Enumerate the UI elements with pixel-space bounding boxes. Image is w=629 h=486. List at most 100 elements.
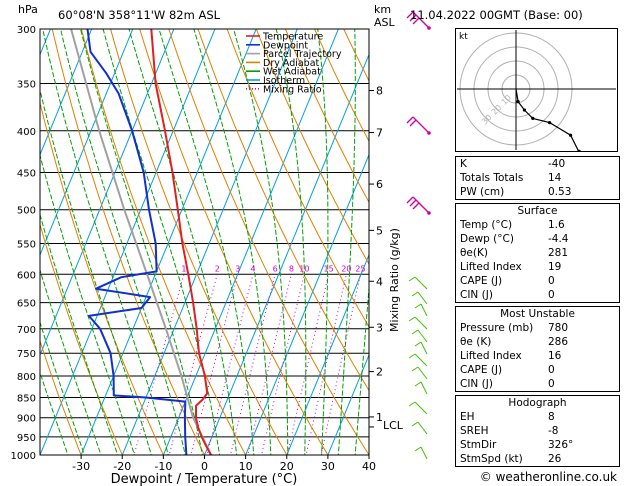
isotherm-line xyxy=(327,353,369,455)
surface-box: Surface Temp (°C) 1.6 Dewp (°C) -4.4 θe(K)… xyxy=(455,203,620,303)
parcel-trajectory-line xyxy=(70,29,213,455)
mu-row-pressure: Pressure (mb) 780 xyxy=(456,321,619,335)
surface-row-dewp: Dewp (°C) -4.4 xyxy=(456,232,619,246)
hodograph-unit: kt xyxy=(459,32,468,42)
surface-title: Surface xyxy=(517,205,558,217)
mixing-ratio-line xyxy=(247,274,292,455)
dry-adiabat-line xyxy=(447,5,455,473)
most-unstable-title: Most Unstable xyxy=(500,308,575,320)
skew-t-grid xyxy=(40,5,455,473)
wet-adiabat-line xyxy=(102,29,221,455)
wind-barb-flag xyxy=(406,196,414,204)
pressure-tick-label: 600 xyxy=(17,270,36,281)
height-tick-label: 8 xyxy=(376,85,383,98)
height-tick-label: 6 xyxy=(376,178,383,191)
height-unit-asl: ASL xyxy=(374,16,396,29)
wind-barb-flag xyxy=(411,291,419,297)
hodo-row-eh: EH 8 xyxy=(456,410,619,424)
wind-barbs xyxy=(406,11,431,460)
legend-entry: Temperature xyxy=(262,32,323,43)
index-label: Lifted Index xyxy=(460,261,522,273)
pressure-tick-label: 300 xyxy=(17,25,36,36)
index-value: 326° xyxy=(548,439,574,451)
hodograph-point xyxy=(576,149,582,152)
wind-barb-flag xyxy=(409,14,417,22)
skew-t-axes: 3003504004505005506006507007508008509009… xyxy=(11,25,383,473)
wind-barb-flag xyxy=(411,329,419,335)
mu-row-cin: CIN (J) 0 xyxy=(456,377,619,391)
legend-entry: Dewpoint xyxy=(263,40,308,51)
index-value: 0 xyxy=(548,364,555,376)
dry-adiabat-line xyxy=(51,29,206,455)
wind-barb-flag xyxy=(408,276,416,282)
index-value: 26 xyxy=(548,453,562,465)
index-label: StmDir xyxy=(460,439,497,451)
height-unit-km: km xyxy=(374,3,391,16)
wet-adiabat-line xyxy=(128,29,238,455)
dry-adiabat-line xyxy=(80,29,247,455)
legend-entry: Mixing Ratio xyxy=(263,84,322,95)
dry-adiabat-line xyxy=(110,29,288,455)
wind-barb xyxy=(414,353,428,367)
temperature-tick-label: -20 xyxy=(113,460,131,473)
mixing-ratio-line xyxy=(133,274,185,455)
dry-adiabat-line xyxy=(168,29,369,455)
index-value: -8 xyxy=(548,425,559,437)
wind-barb-flag xyxy=(414,303,422,309)
wind-barb xyxy=(417,366,428,380)
mixing-ratio-line xyxy=(286,274,330,455)
wind-barb xyxy=(420,303,428,317)
pressure-tick-label: 750 xyxy=(17,349,36,360)
wind-barb xyxy=(414,401,428,415)
height-tick-label: 2 xyxy=(376,366,383,379)
index-label: Temp (°C) xyxy=(460,219,513,231)
wind-barb xyxy=(417,421,428,435)
hodograph-point xyxy=(548,121,552,125)
hodograph-point xyxy=(569,133,573,137)
wind-barb xyxy=(417,329,428,343)
dry-adiabat-line xyxy=(40,339,82,455)
pressure-tick-label: 950 xyxy=(17,433,36,444)
wind-barb xyxy=(417,291,428,305)
temperature-tick-label: -30 xyxy=(72,460,90,473)
legend-entry: Wet Adiabat xyxy=(263,67,321,78)
dry-adiabat-line xyxy=(40,101,164,455)
pressure-tick-label: 400 xyxy=(17,127,36,138)
mixing-ratio-tick-label: 4 xyxy=(250,264,255,273)
wind-barb xyxy=(412,116,430,134)
wind-barb-dot xyxy=(427,211,431,215)
pressure-tick-label: 900 xyxy=(17,414,36,425)
skew-t-chart: 1 2 3 4 6 8 10 15 20 25 3003504004505005506006507… xyxy=(11,3,455,486)
index-label: EH xyxy=(460,411,475,423)
index-label: Pressure (mb) xyxy=(460,322,534,334)
dry-adiabat-line xyxy=(284,29,369,204)
mu-row-li: Lifted Index 16 xyxy=(456,349,619,363)
wind-barb-flag xyxy=(414,446,422,452)
temperature-tick-label: 30 xyxy=(321,460,335,473)
hodograph-point xyxy=(531,116,535,120)
dry-adiabat-line xyxy=(255,29,369,266)
isotherm-line xyxy=(80,29,257,455)
hodograph-frame xyxy=(455,28,618,152)
wind-barb xyxy=(414,316,428,330)
copyright-link[interactable]: © weatheronline.co.uk xyxy=(479,470,617,484)
index-label: K xyxy=(460,158,467,170)
legend-entry: Dry Adiabat xyxy=(263,58,320,69)
x-axis-label: Dewpoint / Temperature (°C) xyxy=(111,472,298,486)
index-value: 286 xyxy=(548,336,569,348)
dry-adiabat-line xyxy=(314,29,369,143)
hodograph-trace xyxy=(515,88,582,152)
indices-box: K -40 Totals Totals 14 PW (cm) 0.53 xyxy=(455,156,620,200)
height-tick-label: 7 xyxy=(376,127,383,140)
pressure-tick-label: 1000 xyxy=(11,451,36,462)
index-label: Lifted Index xyxy=(460,350,522,362)
index-value: 16 xyxy=(548,350,562,362)
most-unstable-box: Most Unstable Pressure (mb) 780 θe (K) 286… xyxy=(455,306,620,392)
wind-barb-flag xyxy=(409,119,417,127)
index-value: 8 xyxy=(548,411,555,423)
lcl-label: LCL xyxy=(383,419,404,432)
dewpoint-line xyxy=(86,29,188,455)
wet-adiabat-line xyxy=(40,153,136,455)
